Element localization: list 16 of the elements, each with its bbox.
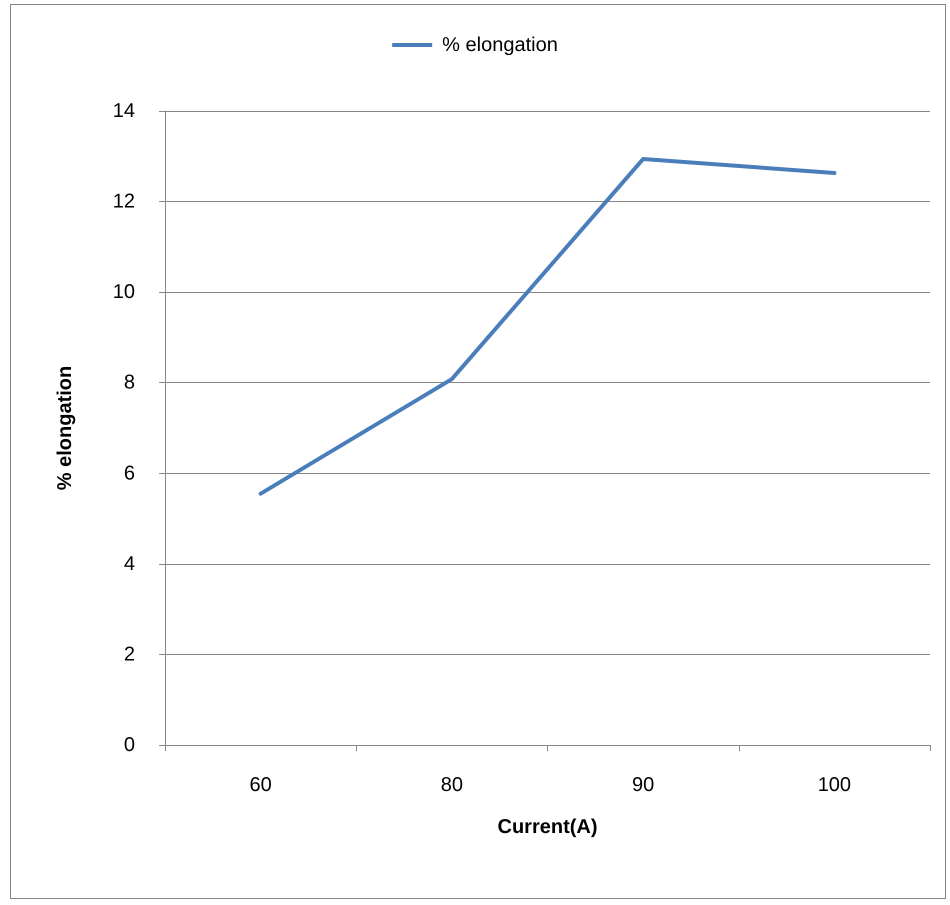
- x-axis-title: Current(A): [498, 816, 598, 838]
- y-tick-label: 10: [112, 281, 135, 304]
- y-tick-label: 6: [124, 462, 135, 484]
- y-tick-label: 8: [124, 372, 135, 394]
- line-series: [258, 157, 836, 496]
- y-tick-label: 2: [124, 643, 135, 666]
- x-tick-label: 90: [632, 774, 654, 796]
- x-tick-label: 60: [250, 774, 272, 796]
- y-tick-label: 4: [124, 552, 135, 575]
- legend-label: % elongation: [442, 34, 558, 56]
- x-tick-label: 80: [440, 774, 463, 796]
- x-tick-label: 100: [818, 774, 852, 796]
- y-tick-label: 14: [112, 100, 135, 122]
- y-tick-label: 0: [124, 734, 135, 756]
- y-axis-title: % elongation: [54, 366, 76, 490]
- y-tick-label: 12: [112, 190, 135, 213]
